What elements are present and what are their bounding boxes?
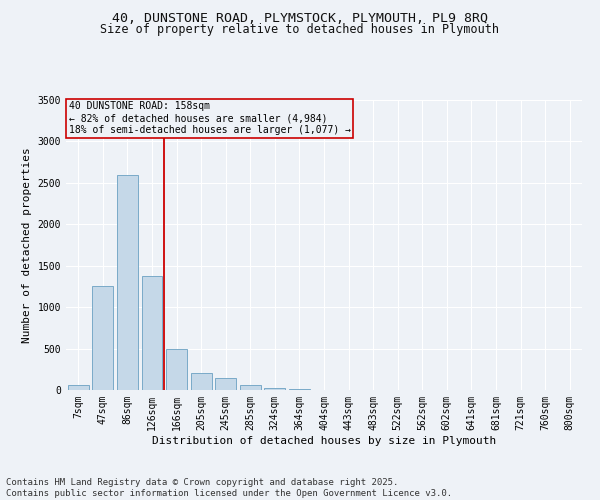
Text: 40, DUNSTONE ROAD, PLYMSTOCK, PLYMOUTH, PL9 8RQ: 40, DUNSTONE ROAD, PLYMSTOCK, PLYMOUTH, … xyxy=(112,12,488,26)
Bar xyxy=(240,386,261,390)
Bar xyxy=(265,388,286,390)
Y-axis label: Number of detached properties: Number of detached properties xyxy=(22,147,32,343)
Bar xyxy=(92,286,113,390)
Text: Contains HM Land Registry data © Crown copyright and database right 2025.
Contai: Contains HM Land Registry data © Crown c… xyxy=(6,478,452,498)
Text: 40 DUNSTONE ROAD: 158sqm
← 82% of detached houses are smaller (4,984)
18% of sem: 40 DUNSTONE ROAD: 158sqm ← 82% of detach… xyxy=(68,102,350,134)
X-axis label: Distribution of detached houses by size in Plymouth: Distribution of detached houses by size … xyxy=(152,436,496,446)
Bar xyxy=(191,372,212,390)
Bar xyxy=(142,276,163,390)
Bar xyxy=(117,174,138,390)
Bar xyxy=(68,385,89,390)
Bar xyxy=(215,378,236,390)
Bar xyxy=(166,350,187,390)
Text: Size of property relative to detached houses in Plymouth: Size of property relative to detached ho… xyxy=(101,22,499,36)
